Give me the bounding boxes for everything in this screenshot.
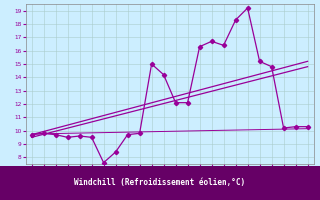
Text: Windchill (Refroidissement éolien,°C): Windchill (Refroidissement éolien,°C): [75, 178, 245, 188]
